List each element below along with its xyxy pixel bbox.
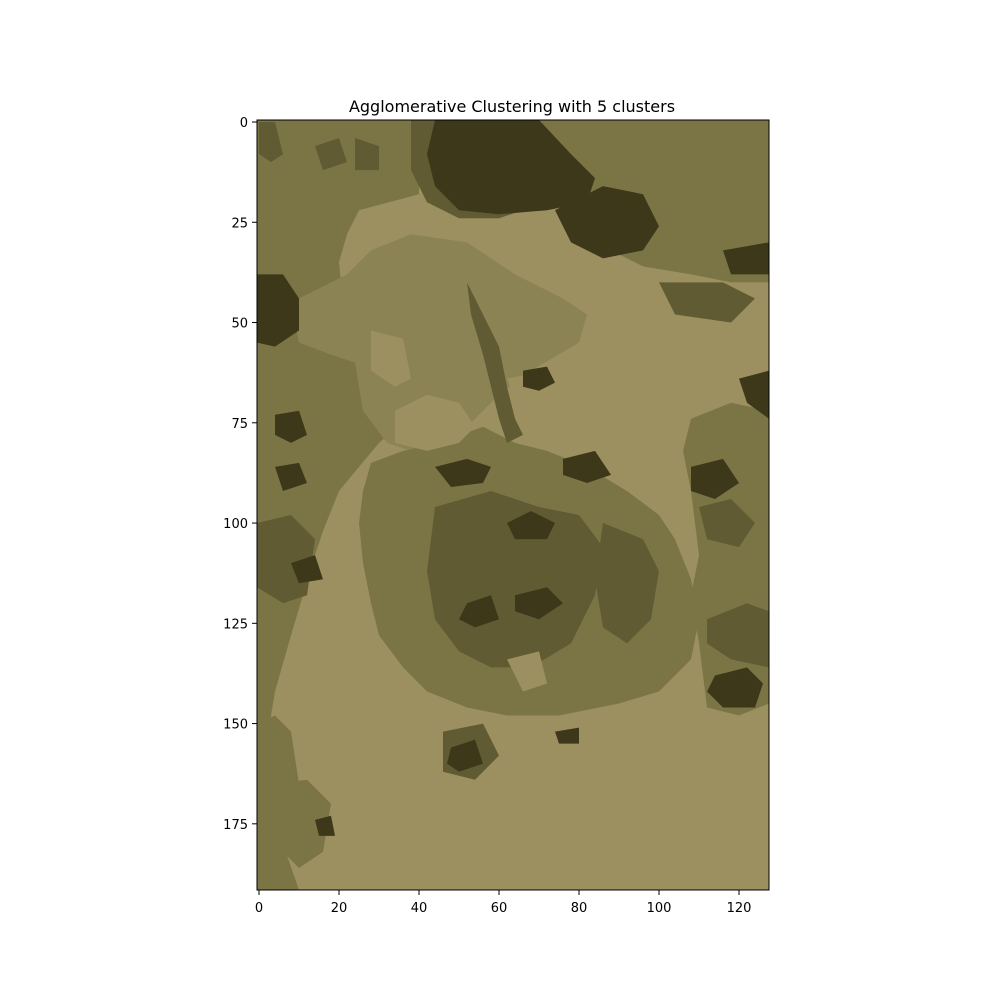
mid-cluster-1-region-14	[595, 523, 659, 644]
dark-cluster-0-region-42	[523, 366, 555, 391]
mid-cluster-1-region-18	[659, 282, 755, 323]
dark-cluster-0-region-34	[459, 595, 499, 628]
y-tick-label: 25	[231, 216, 248, 231]
axes-frame	[256, 119, 770, 891]
dark-cluster-0-region-39	[555, 727, 579, 744]
x-tick-label: 120	[727, 901, 752, 916]
mid-cluster-1-region-15	[707, 603, 769, 668]
x-tick-label: 80	[571, 901, 588, 916]
dark-cluster-0-region-25	[555, 186, 659, 259]
x-tick-label: 60	[491, 901, 508, 916]
light-cluster-4-region-19	[371, 330, 411, 387]
dark-cluster-0-region-31	[507, 511, 555, 540]
mid-cluster-2-region-8	[275, 779, 331, 868]
dark-cluster-0-region-32	[563, 450, 611, 483]
mid-cluster-1-region-10	[315, 138, 347, 171]
x-tick-label: 100	[647, 901, 672, 916]
mid-cluster-3-region-1	[291, 234, 587, 451]
dark-cluster-0-region-36	[707, 667, 763, 708]
mid-cluster-1-region-3	[467, 282, 523, 443]
dark-cluster-0-region-37	[739, 370, 769, 419]
light-cluster-4-region-20	[395, 394, 475, 451]
y-tick-label: 175	[223, 818, 248, 833]
dark-cluster-0-region-24	[427, 120, 595, 215]
mid-cluster-2-region-5	[539, 120, 769, 283]
dark-cluster-0-region-41	[315, 815, 335, 836]
dark-cluster-0-region-30	[435, 458, 491, 487]
y-tick-label: 125	[223, 617, 248, 632]
light-cluster-4-region-22	[507, 651, 547, 692]
dark-cluster-0-region-26	[723, 242, 769, 275]
dark-cluster-0-region-38	[447, 739, 483, 772]
y-tick-label: 150	[223, 718, 248, 733]
dark-cluster-0-region-33	[515, 587, 563, 620]
chart-title: Agglomerative Clustering with 5 clusters	[349, 97, 675, 116]
y-tick-label: 75	[231, 417, 248, 432]
y-tick-label: 100	[223, 517, 248, 532]
heatmap-image	[257, 120, 769, 890]
dark-cluster-0-region-28	[275, 410, 307, 443]
y-tick-label: 50	[231, 317, 248, 332]
x-axis: 0 20 40 60 80 100 120	[255, 890, 752, 916]
mid-cluster-1-region-16	[699, 498, 755, 548]
mid-cluster-1-region-9	[259, 122, 283, 163]
y-tick-label: 0	[240, 116, 248, 131]
dark-cluster-0-region-27	[257, 274, 299, 347]
dark-cluster-0-region-35	[691, 458, 739, 499]
x-tick-label: 40	[411, 901, 428, 916]
x-tick-label: 0	[255, 901, 263, 916]
mid-cluster-1-region-11	[355, 138, 379, 171]
y-axis: 0 25 50 75 100 125 150 175	[223, 116, 257, 833]
dark-cluster-0-region-40	[291, 555, 323, 584]
dark-cluster-0-region-29	[275, 462, 307, 491]
light-cluster-4-region-23	[563, 791, 587, 812]
x-tick-label: 20	[331, 901, 348, 916]
